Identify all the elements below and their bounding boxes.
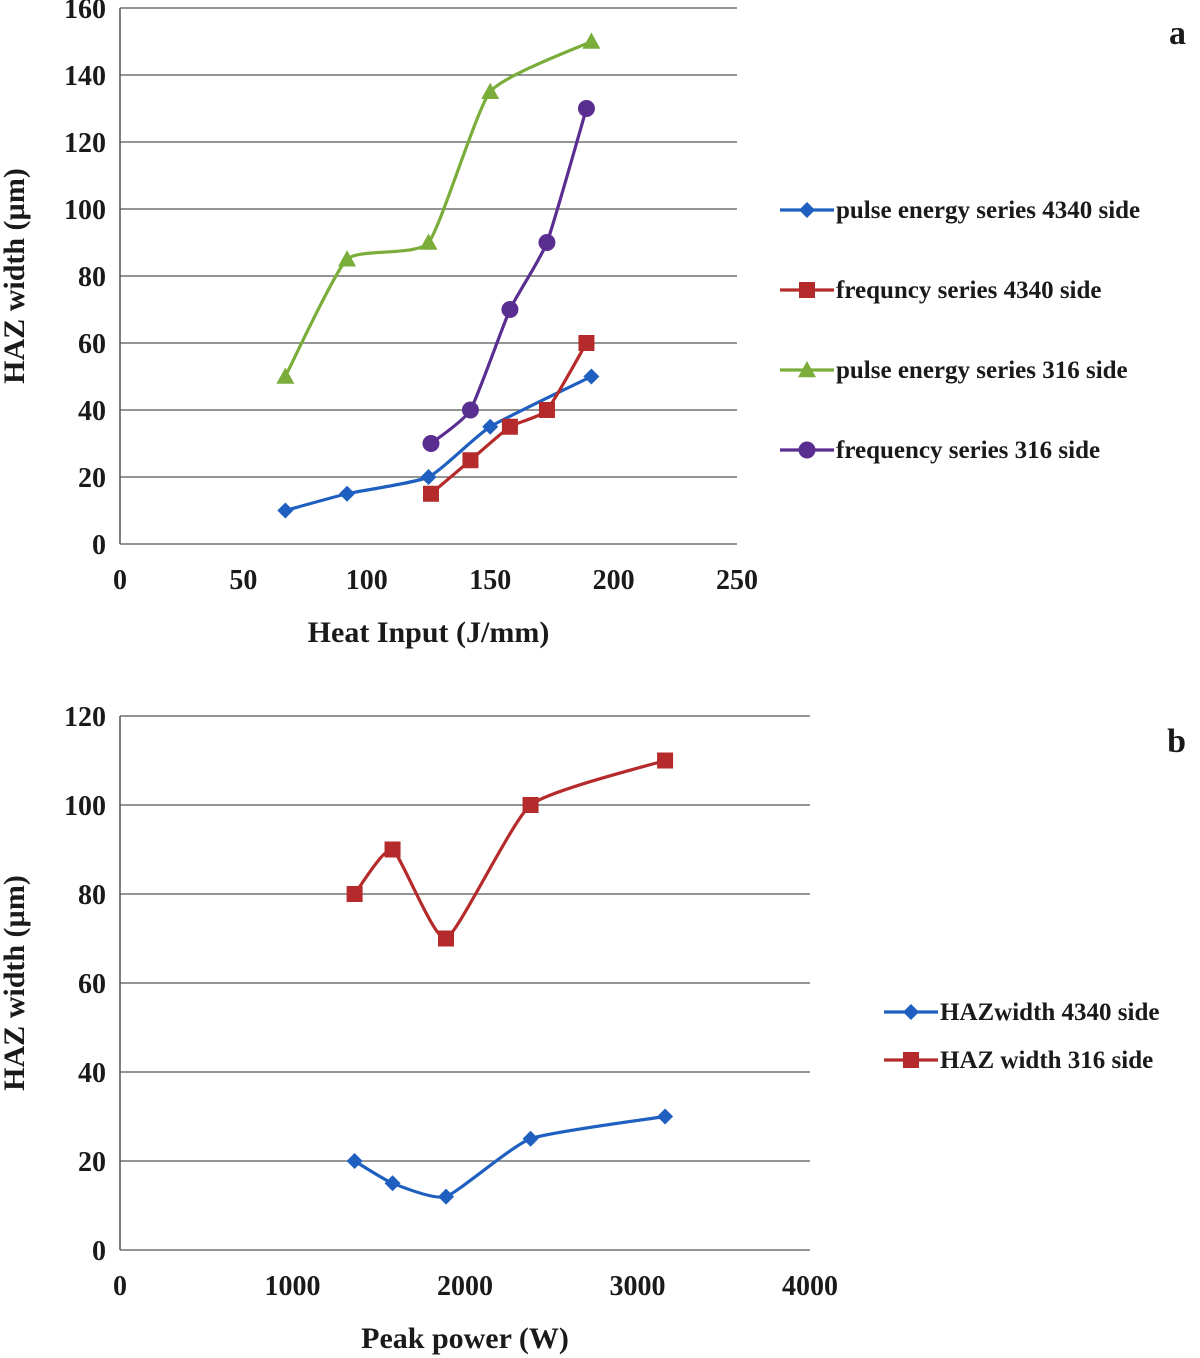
y-tick-label: 40: [78, 396, 106, 427]
data-point: [338, 250, 357, 267]
data-point: [501, 301, 519, 318]
data-point: [277, 502, 294, 519]
data-point: [461, 401, 479, 419]
data-point: [582, 32, 601, 49]
data-point: [657, 1108, 674, 1125]
x-tick-label: 200: [593, 565, 635, 596]
data-point: [422, 485, 439, 502]
legend-entry: pulse energy series 4340 side: [780, 197, 1140, 224]
data-point: [462, 452, 479, 469]
x-axis-title: Heat Input (J/mm): [308, 616, 550, 649]
series-pulse-energy-series-316-side: [276, 32, 601, 384]
y-tick-label: 80: [78, 262, 106, 293]
legend-label: pulse energy series 316 side: [836, 357, 1128, 384]
x-tick-label: 250: [716, 565, 758, 596]
series-frequency-series-316-side: [422, 100, 595, 452]
legend-label: frequency series 316 side: [836, 437, 1100, 464]
data-point: [384, 841, 401, 858]
data-point: [501, 418, 518, 435]
legend-entry: HAZ width 316 side: [884, 1047, 1153, 1074]
gridlines: [120, 715, 810, 1251]
legend-swatch-marker: [798, 361, 816, 378]
panel-label: a: [1169, 15, 1186, 52]
y-tick-label: 100: [64, 791, 106, 822]
y-tick-label: 120: [64, 128, 106, 159]
y-tick-label: 60: [78, 969, 106, 1000]
y-tick-label: 0: [92, 1236, 106, 1267]
series-haz-width-316-side: [346, 752, 674, 947]
data-point: [346, 1153, 363, 1169]
y-tick-label: 0: [92, 530, 106, 561]
y-axis-title: HAZ width (µm): [0, 168, 31, 384]
chart-b-peak-power: 0 20 40 60 80 100 120 0 1000 2000 3000 4000 Peak pow…: [0, 702, 1186, 1355]
legend-swatch-marker: [799, 282, 815, 298]
x-tick-label: 150: [469, 565, 511, 596]
data-point: [384, 1175, 401, 1192]
data-point: [522, 797, 539, 813]
legend-label: HAZwidth 4340 side: [940, 999, 1159, 1026]
data-point: [346, 886, 363, 902]
data-point: [522, 1130, 539, 1147]
x-tick-label: 100: [346, 565, 388, 596]
legend-entry: frequncy series 4340 side: [780, 277, 1102, 304]
x-tick-label: 1000: [265, 1271, 321, 1302]
gridlines: [120, 7, 737, 545]
panel-label: b: [1167, 723, 1186, 760]
y-tick-label: 40: [78, 1058, 106, 1089]
y-tick-label: 20: [78, 463, 106, 494]
data-point: [577, 100, 595, 117]
x-tick-label: 0: [113, 565, 127, 596]
x-tick-label: 3000: [610, 1271, 666, 1302]
x-tick-label: 4000: [782, 1271, 838, 1302]
series-hazwidth-4340-side: [346, 1108, 674, 1205]
legend-entry: HAZwidth 4340 side: [884, 999, 1159, 1026]
series-line: [353, 758, 667, 941]
y-axis-title: HAZ width (µm): [0, 875, 31, 1091]
data-point: [481, 82, 500, 99]
y-tick-label: 160: [64, 0, 106, 25]
data-point: [578, 335, 595, 351]
data-point: [419, 233, 438, 250]
legend-swatch-marker: [903, 1052, 919, 1068]
data-point: [420, 469, 437, 485]
legend-entry: pulse energy series 316 side: [780, 357, 1128, 384]
x-tick-label: 50: [229, 565, 257, 596]
y-tick-label: 100: [64, 195, 106, 226]
x-axis-title: Peak power (W): [361, 1322, 569, 1355]
y-tick-label: 20: [78, 1147, 106, 1178]
y-tick-label: 60: [78, 329, 106, 360]
legend-swatch-marker: [798, 441, 816, 459]
series-pulse-energy-series-4340-side: [277, 368, 600, 519]
y-tick-label: 80: [78, 880, 106, 911]
legend-swatch-marker: [903, 1004, 919, 1020]
legend-swatch-marker: [799, 202, 815, 218]
y-tick-label: 120: [64, 702, 106, 733]
legend-entry: frequency series 316 side: [780, 437, 1100, 464]
y-tick-label: 140: [64, 61, 106, 92]
data-point: [482, 418, 499, 435]
series-line: [353, 1114, 667, 1199]
legend-label: frequncy series 4340 side: [836, 277, 1102, 304]
data-point: [276, 367, 295, 384]
data-point: [422, 435, 440, 452]
data-point: [538, 234, 556, 251]
data-point: [657, 752, 674, 769]
data-point: [538, 402, 555, 418]
chart-a-heat-input: 0 20 40 60 80 100 120 140 160 0 50 100 150 200 250 Heat…: [0, 0, 1186, 649]
data-point: [438, 1188, 455, 1205]
data-point: [583, 368, 600, 385]
x-tick-label: 0: [113, 1271, 127, 1302]
x-tick-label: 2000: [437, 1271, 493, 1302]
data-point: [438, 930, 455, 947]
legend-label: pulse energy series 4340 side: [836, 197, 1140, 224]
legend-label: HAZ width 316 side: [940, 1047, 1153, 1074]
data-point: [339, 485, 356, 502]
series-frequncy-series-4340-side: [422, 335, 595, 502]
